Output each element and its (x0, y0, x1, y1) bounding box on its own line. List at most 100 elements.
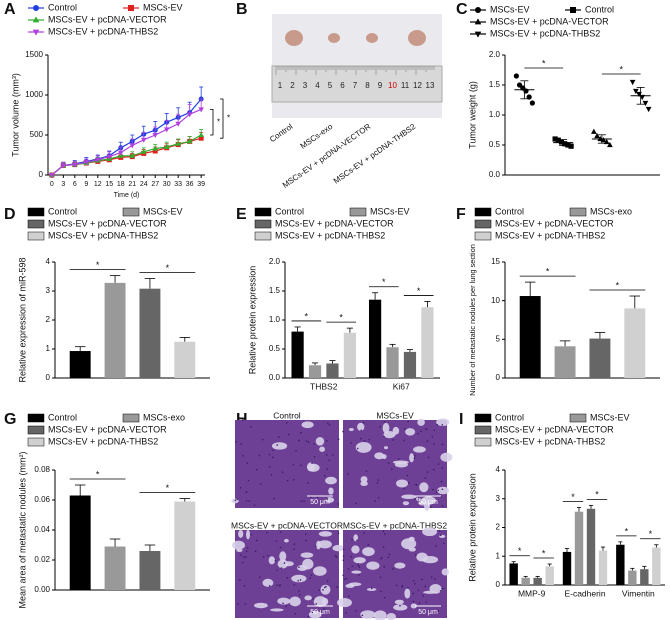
nucleus (383, 565, 386, 568)
data-point (513, 73, 519, 79)
data-point (198, 132, 204, 137)
alveolus (382, 422, 390, 434)
data-point (152, 133, 158, 138)
alveolus (413, 446, 426, 453)
nucleus (279, 584, 281, 586)
nucleus (268, 453, 271, 456)
nucleus (303, 500, 305, 503)
nucleus (235, 441, 237, 443)
nucleus (305, 533, 307, 535)
nucleus (397, 458, 400, 460)
nucleus (356, 539, 358, 542)
alveolus (337, 598, 352, 608)
alveolus (351, 570, 362, 574)
alveolus (304, 595, 312, 601)
x-tick-label: Ki67 (393, 381, 410, 391)
nucleus (248, 500, 251, 502)
bar (174, 501, 196, 590)
nucleus (239, 579, 241, 581)
y-tick-label: 1 (496, 551, 501, 560)
bar (139, 551, 161, 590)
nucleus (298, 566, 300, 568)
nucleus (439, 534, 442, 536)
nucleus (342, 430, 344, 433)
data-point (129, 143, 135, 149)
data-point (555, 137, 561, 143)
legend-marker (32, 16, 40, 23)
bar (104, 282, 126, 378)
nucleus (240, 443, 242, 445)
alveolus (270, 608, 284, 612)
nucleus (307, 482, 309, 484)
nucleus (392, 568, 394, 570)
legend-label: MSCs-EV + pcDNA-THBS2 (48, 436, 158, 446)
alveolus (441, 568, 449, 576)
nucleus (242, 419, 244, 421)
alveolus (315, 436, 325, 446)
nucleus (439, 590, 442, 592)
y-tick-label: 0.5 (269, 344, 281, 353)
nucleus (436, 423, 438, 426)
nucleus (275, 540, 278, 542)
nucleus (342, 555, 345, 557)
nucleus (299, 431, 302, 434)
nucleus (323, 586, 326, 589)
alveolus (424, 500, 430, 511)
data-point (186, 138, 193, 144)
legend-label: Control (495, 412, 524, 422)
nucleus (425, 601, 428, 603)
y-tick-label: 5 (496, 334, 501, 343)
nucleus (270, 473, 273, 476)
nucleus (442, 587, 444, 590)
x-tick-label: MMP-9 (518, 588, 546, 598)
x-tick-label: 24 (140, 181, 148, 188)
alveolus (409, 453, 415, 463)
data-point (163, 144, 170, 149)
alveolus (313, 566, 327, 576)
data-point (594, 132, 600, 139)
legend-label: MSCs-EV (490, 4, 530, 14)
nucleus (438, 530, 441, 532)
nucleus (244, 556, 247, 558)
significance-label: * (305, 311, 309, 321)
nucleus (417, 589, 420, 591)
y-axis-label: Tumor weight (g) (467, 81, 477, 149)
bar (640, 569, 649, 585)
legend-label: MSCs-EV + pcDNA-VECTOR (48, 218, 167, 228)
alveolus (429, 584, 442, 594)
bar (589, 338, 611, 378)
nucleus (282, 602, 284, 605)
legend-swatch (27, 425, 45, 435)
histology-image (235, 420, 339, 508)
x-tick-label: 9 (84, 181, 88, 188)
nucleus (346, 473, 349, 475)
scale-label: 50 μm (418, 499, 438, 506)
nucleus (355, 502, 357, 505)
nucleus (307, 441, 310, 443)
significance-label: * (339, 312, 343, 322)
data-point (558, 139, 565, 145)
alveolus (246, 529, 251, 540)
bar (104, 546, 126, 590)
alveolus (317, 540, 332, 549)
nucleus (309, 577, 312, 579)
tumor (285, 30, 303, 46)
y-tick-label: 0.02 (34, 555, 50, 564)
nucleus (370, 587, 373, 590)
nucleus (355, 609, 358, 612)
tile-label: Control (273, 410, 301, 420)
panel-letter: H (236, 411, 248, 428)
alveolus (396, 479, 409, 488)
series-line (51, 108, 202, 176)
nucleus (280, 567, 283, 569)
nucleus (239, 486, 242, 489)
x-tick-label: 0 (50, 181, 54, 188)
panel-letter: A (4, 1, 16, 18)
panel-letter: I (459, 411, 463, 428)
legend-label: Control (48, 206, 77, 216)
legend-label: MSCs-EV + pcDNA-VECTOR (490, 16, 609, 26)
significance-label: * (542, 58, 546, 68)
data-point (645, 106, 652, 113)
nucleus (432, 468, 435, 471)
ruler-number: 6 (340, 81, 345, 90)
